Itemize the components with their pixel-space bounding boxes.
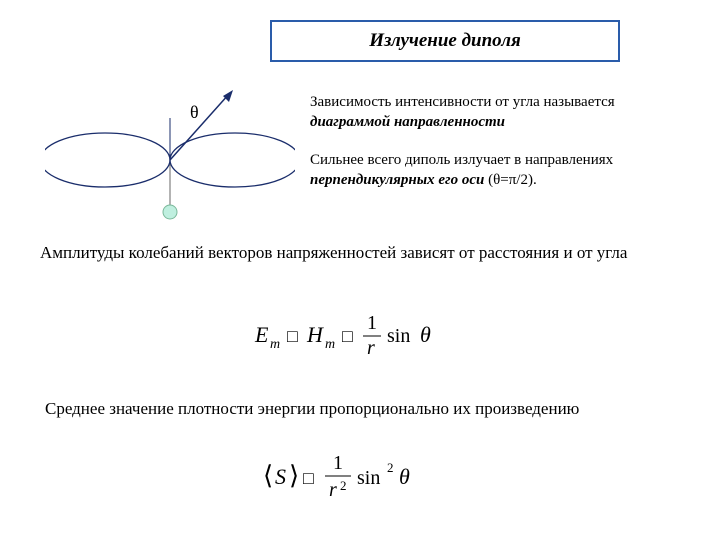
f1-m2: m <box>325 337 335 352</box>
text2-angle: (θ=π/2). <box>484 172 536 188</box>
dipole-pattern-svg: θ <box>45 80 295 225</box>
f1-H: H <box>306 322 324 347</box>
f2-sin: sin <box>357 467 380 489</box>
formula-energy: ⟨ S ⟩ □ 1 r 2 sin 2 θ <box>0 450 720 511</box>
f2-theta: θ <box>399 464 410 489</box>
f2-r: r <box>329 479 337 501</box>
f2-S: S <box>275 464 286 489</box>
title-text: Излучение диполя <box>369 30 520 52</box>
left-lobe <box>45 133 170 187</box>
f2-one: 1 <box>333 452 343 474</box>
bottom-dot <box>163 205 177 219</box>
right-lobe <box>170 133 295 187</box>
f1-sq1: □ <box>287 326 298 346</box>
f1-m1: m <box>270 337 280 352</box>
arrow-head <box>223 90 233 102</box>
text3-content: Амплитуды колебаний векторов напряженнос… <box>40 243 627 262</box>
text1-term: диаграммой направленности <box>310 114 505 130</box>
text1-plain: Зависимость интенсивности от угла называ… <box>310 94 615 110</box>
f2-sq: □ <box>303 468 314 488</box>
text2-plain: Сильнее всего диполь излучает в направле… <box>310 152 613 168</box>
f1-sq2: □ <box>342 326 353 346</box>
f2-langle: ⟨ <box>263 461 273 490</box>
theta-label: θ <box>190 102 199 122</box>
energy-density-text: Среднее значение плотности энергии пропо… <box>45 398 685 420</box>
radiation-diagram: θ <box>45 80 295 220</box>
text2-term: перпендикулярных его оси <box>310 172 484 188</box>
title-box: Излучение диполя <box>270 20 620 62</box>
formula1-svg: E m □ H m □ 1 r sin θ <box>245 310 475 360</box>
f1-E: E <box>254 322 269 347</box>
f1-r: r <box>367 337 375 359</box>
formula-amplitude: E m □ H m □ 1 r sin θ <box>0 310 720 365</box>
direction-text: Сильнее всего диполь излучает в направле… <box>310 150 700 191</box>
f2-sin2: 2 <box>387 460 394 475</box>
definition-text: Зависимость интенсивности от угла называ… <box>310 92 690 133</box>
amplitude-text: Амплитуды колебаний векторов напряженнос… <box>40 242 680 264</box>
formula2-svg: ⟨ S ⟩ □ 1 r 2 sin 2 θ <box>255 450 465 506</box>
f1-sin: sin <box>387 325 410 347</box>
f2-r2: 2 <box>340 478 347 493</box>
f1-theta: θ <box>420 322 431 347</box>
f2-rangle: ⟩ <box>289 461 299 490</box>
text4-content: Среднее значение плотности энергии пропо… <box>45 399 579 418</box>
f1-one: 1 <box>367 312 377 334</box>
